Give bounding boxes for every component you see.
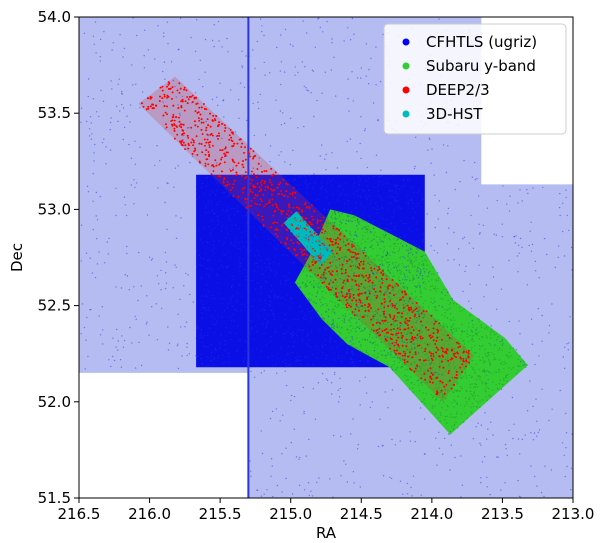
y-axis-label: Dec [8,243,26,272]
series-points-2 [296,210,528,435]
legend-label: Subaru y-band [426,57,536,75]
y-tick-label: 53.5 [38,104,71,122]
scatter-points [80,17,573,498]
series-points-3 [141,81,470,396]
x-tick-label: 216.5 [58,505,101,523]
legend-marker [402,86,410,94]
y-tick-label: 51.5 [38,489,71,507]
legend-label: CFHTLS (ugriz) [426,33,537,51]
x-axis-label: RA [316,524,337,542]
y-tick-label: 52.5 [38,297,71,315]
legend-label: 3D-HST [426,105,483,123]
x-tick-label: 213.5 [481,505,524,523]
x-tick-label: 215.0 [269,505,312,523]
plot-frame [78,16,574,499]
y-axis-ticks: 51.5 52.0 52.5 53.0 53.5 54.0 [38,8,79,507]
y-tick-label: 52.0 [38,393,71,411]
legend-marker [402,38,410,46]
y-tick-label: 54.0 [38,8,71,26]
legend-box [383,23,567,135]
x-tick-label: 214.5 [340,505,383,523]
legend-marker [402,110,410,118]
legend: CFHTLS (ugriz) Subaru y-band DEEP2/3 3D-HST [383,23,567,135]
legend-marker [402,62,410,70]
y-tick-label: 53.0 [38,200,71,218]
series-points-4 [283,212,331,264]
x-tick-label: 213.0 [552,505,595,523]
legend-label: DEEP2/3 [426,81,490,99]
x-tick-label: 216.0 [128,505,171,523]
x-axis-ticks: 216.5 216.0 215.5 215.0 214.5 214.0 213.5 213.0 [58,498,595,523]
x-tick-label: 214.0 [410,505,453,523]
x-tick-label: 215.5 [199,505,242,523]
coverage-regions [79,17,573,498]
